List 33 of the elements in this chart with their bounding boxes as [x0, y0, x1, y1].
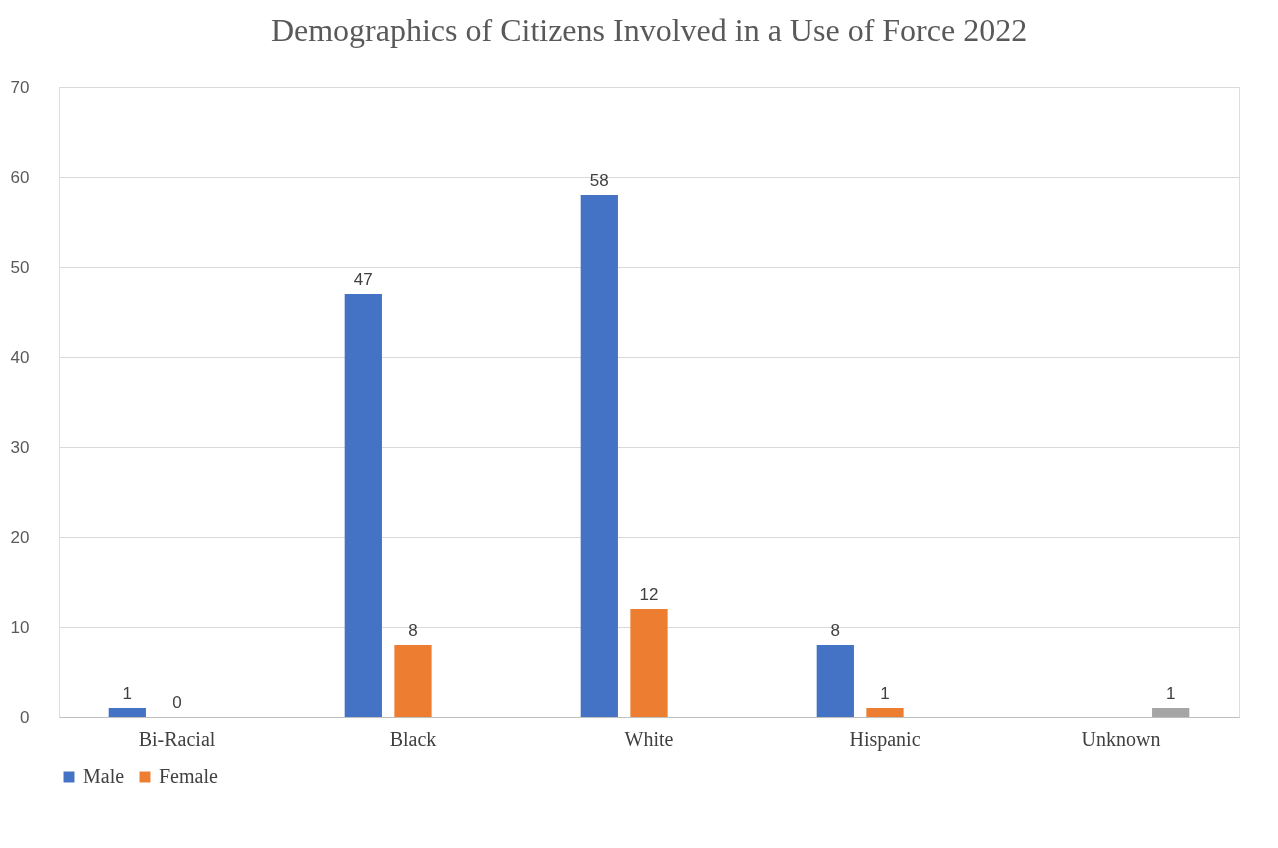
bar [630, 609, 668, 717]
data-label: 1 [880, 684, 890, 703]
legend-label: Male [83, 765, 125, 787]
data-label: 1 [122, 684, 133, 703]
y-tick-label: 0 [20, 707, 30, 727]
y-tick-label: 60 [10, 167, 30, 187]
y-tick-label: 40 [10, 347, 30, 367]
data-label: 8 [830, 621, 841, 640]
bar [344, 294, 382, 717]
x-tick-label: Hispanic [849, 727, 921, 751]
x-tick-label: White [624, 727, 674, 750]
bar [816, 645, 854, 717]
bar [394, 645, 432, 717]
bar [108, 708, 146, 717]
y-tick-label: 50 [10, 257, 30, 277]
data-label: 12 [639, 585, 659, 604]
data-label: 58 [589, 171, 609, 190]
y-tick-label: 30 [10, 437, 30, 457]
y-tick-label: 70 [10, 77, 30, 97]
legend-label: Female [159, 765, 218, 787]
x-tick-label: Black [389, 727, 437, 750]
y-tick-label: 20 [10, 527, 30, 547]
x-tick-label: Unknown [1081, 727, 1161, 750]
data-label: 8 [408, 621, 418, 640]
bar [1152, 708, 1190, 717]
bar [580, 195, 618, 717]
data-label: 1 [1165, 684, 1176, 703]
y-tick-label: 10 [10, 617, 30, 637]
x-tick-label: Bi-Racial [138, 727, 216, 750]
data-label: 0 [172, 693, 182, 712]
bar [866, 708, 904, 717]
chart-title: Demographics of Citizens Involved in a Use of Force 2022 [270, 12, 1028, 48]
data-label: 47 [353, 270, 373, 289]
